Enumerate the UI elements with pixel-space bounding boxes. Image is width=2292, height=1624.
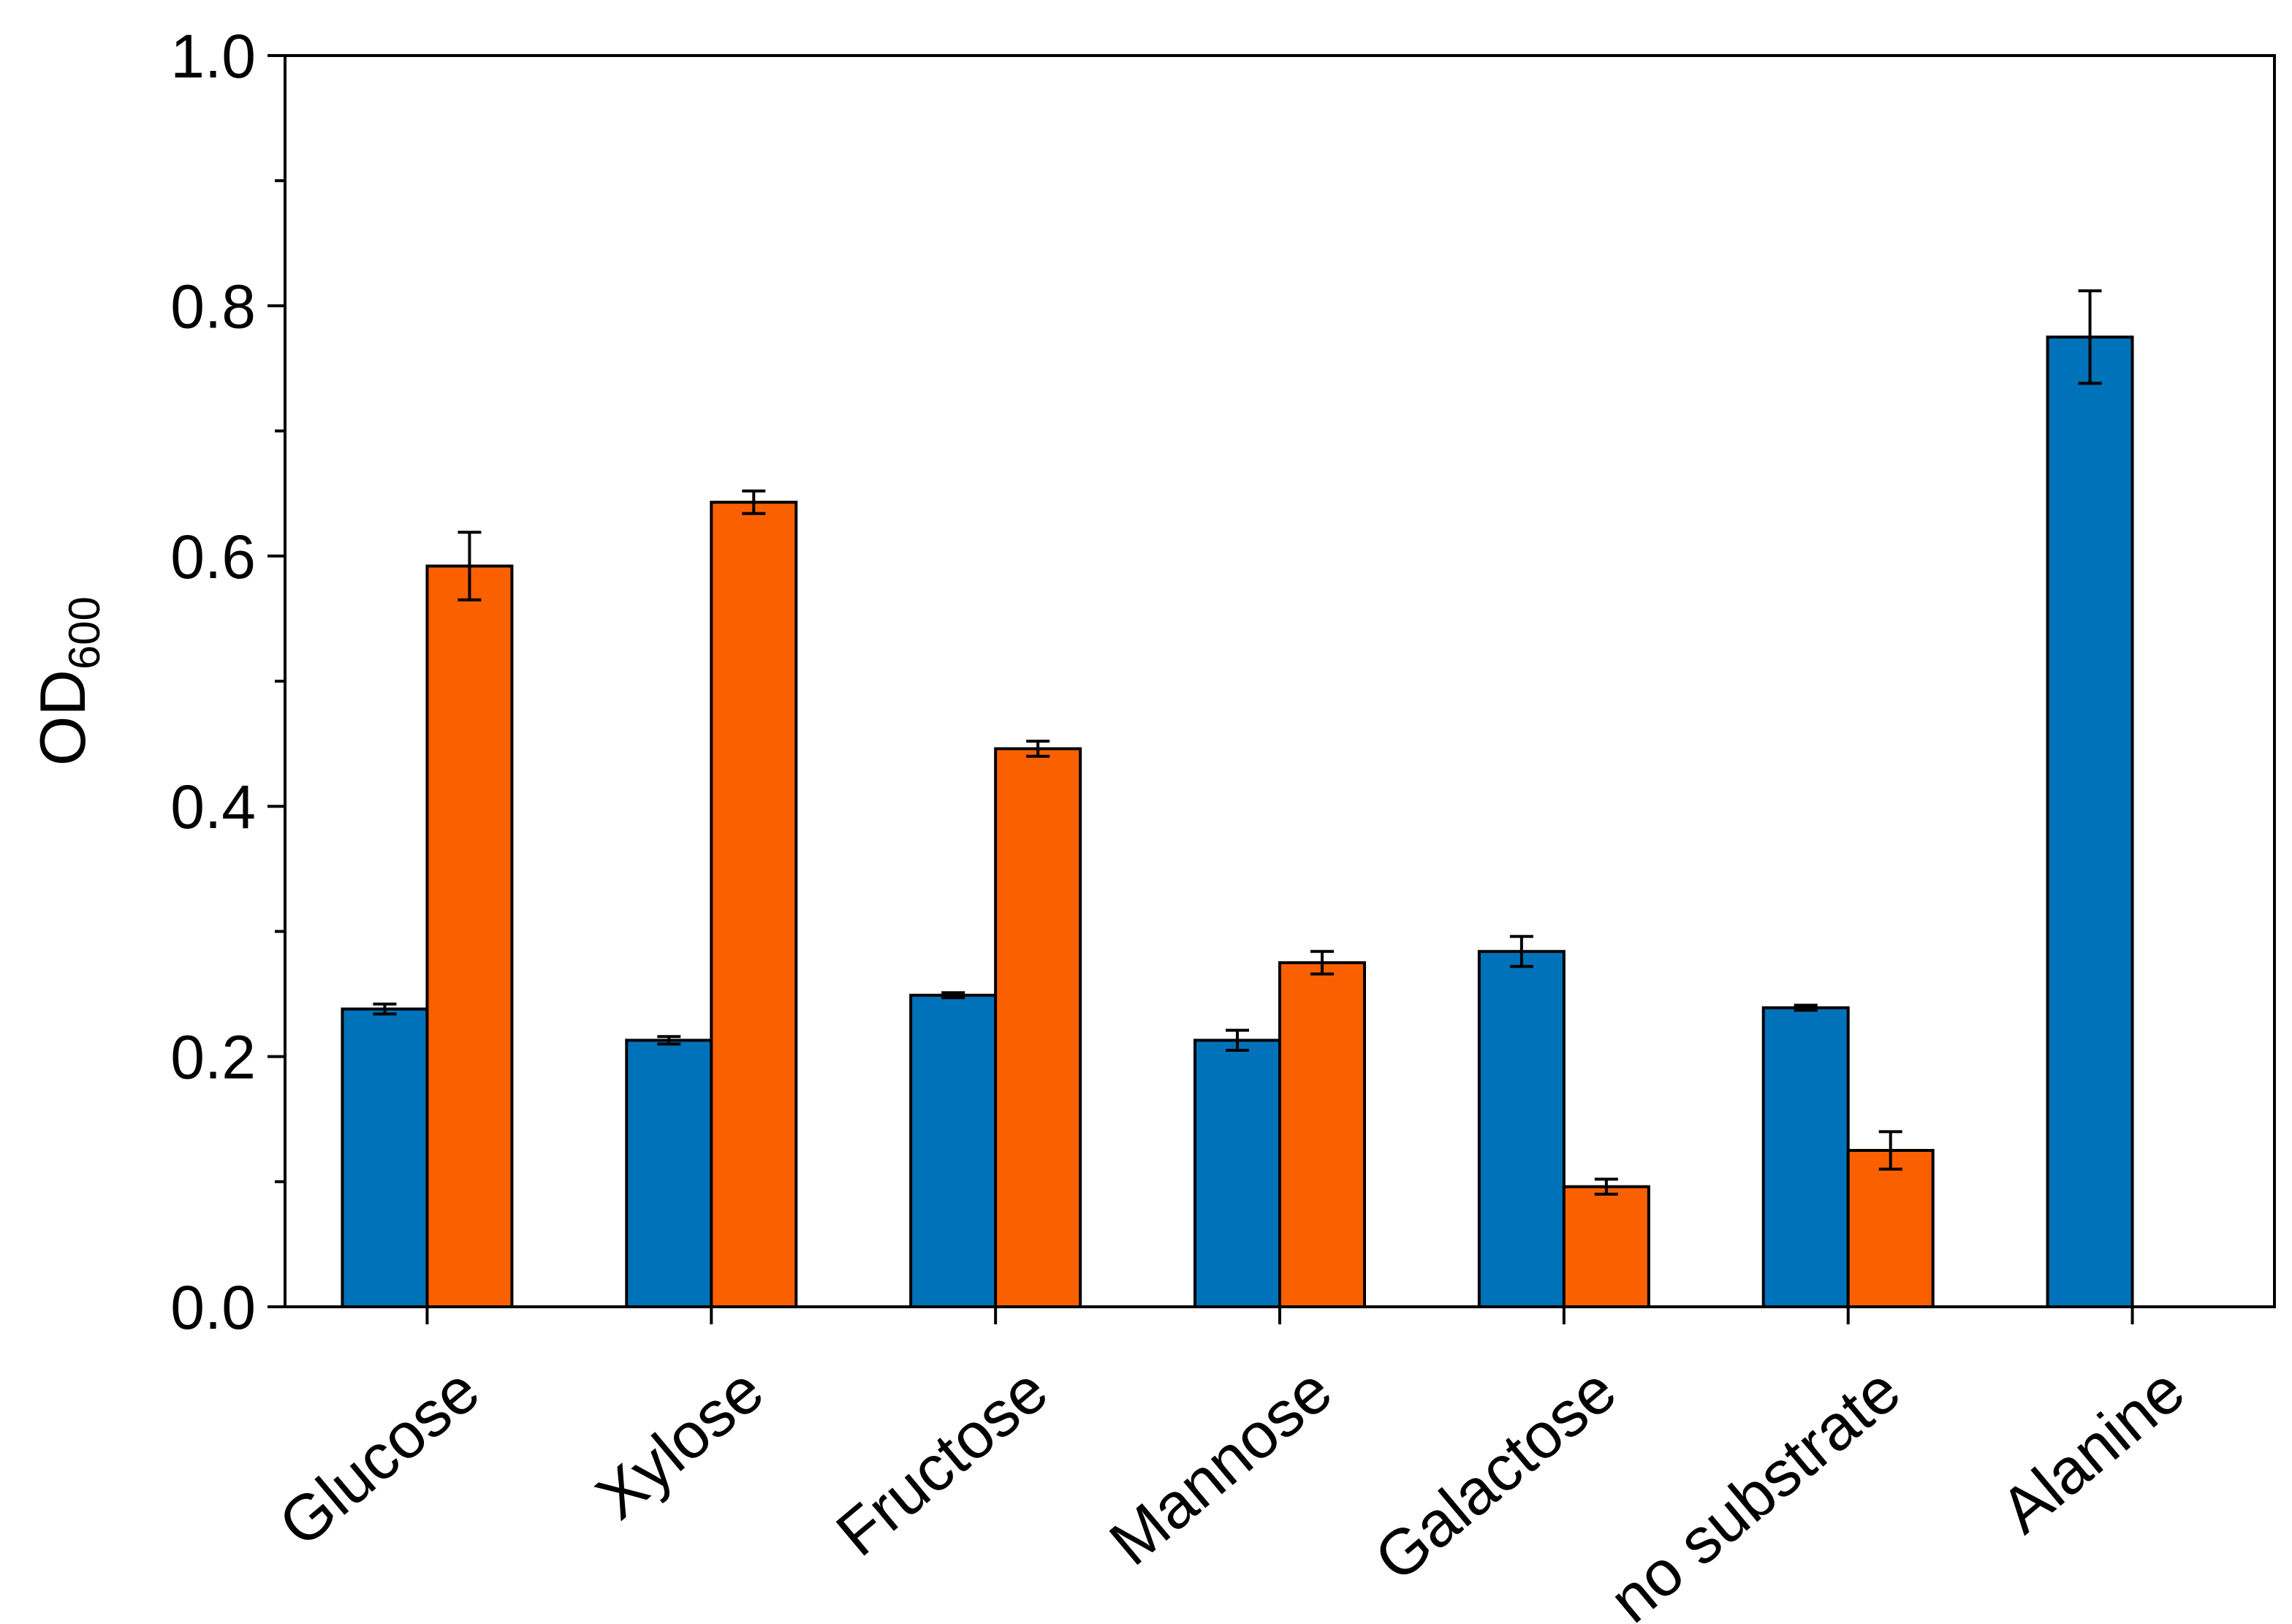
y-tick-label: 0.4 xyxy=(170,773,256,841)
y-tick-label: 0.8 xyxy=(170,272,256,341)
error-bar xyxy=(657,1035,681,1046)
bar xyxy=(625,1039,713,1308)
bar xyxy=(1846,1149,1935,1308)
bar xyxy=(425,564,514,1308)
y-tick-label: 0.0 xyxy=(170,1273,256,1342)
y-tick-label: 1.0 xyxy=(170,22,256,91)
error-bar xyxy=(1509,935,1533,968)
y-tick-label: 0.6 xyxy=(170,523,256,591)
y-axis-label-sub: 600 xyxy=(60,596,109,669)
plot-frame xyxy=(284,54,2276,1308)
y-tick-label: 0.2 xyxy=(170,1023,256,1092)
bar xyxy=(1562,1185,1650,1308)
x-tick-label: no substrate xyxy=(1595,1354,1913,1624)
error-bar xyxy=(373,1002,397,1016)
error-bar xyxy=(1794,1003,1818,1012)
bar xyxy=(994,747,1082,1308)
x-tick-label: Xylose xyxy=(583,1354,777,1533)
error-bar xyxy=(1026,740,1050,758)
error-bar xyxy=(1310,949,1334,976)
y-axis-label-main: OD xyxy=(26,669,99,766)
x-tick-label: Alanine xyxy=(1986,1354,2198,1547)
bar xyxy=(1477,949,1566,1308)
x-tick-label: Mannose xyxy=(1096,1354,1345,1579)
bar xyxy=(1761,1006,1850,1309)
error-bar xyxy=(742,489,766,515)
bar xyxy=(1278,961,1366,1308)
error-bar xyxy=(1226,1028,1249,1052)
error-bar xyxy=(458,531,482,602)
x-tick-label: Galactose xyxy=(1361,1354,1629,1595)
error-bar xyxy=(1594,1177,1618,1196)
x-tick-label: Glucose xyxy=(265,1354,493,1560)
bar xyxy=(2046,335,2134,1309)
bar xyxy=(710,501,798,1309)
error-bar xyxy=(941,991,965,1000)
x-tick-label: Fructose xyxy=(823,1354,1061,1570)
bar xyxy=(341,1007,429,1308)
bar xyxy=(1194,1039,1281,1308)
error-bar xyxy=(1878,1130,1902,1171)
y-axis-label: OD600 xyxy=(26,596,109,766)
error-bar xyxy=(2078,289,2102,385)
bar xyxy=(909,993,998,1309)
